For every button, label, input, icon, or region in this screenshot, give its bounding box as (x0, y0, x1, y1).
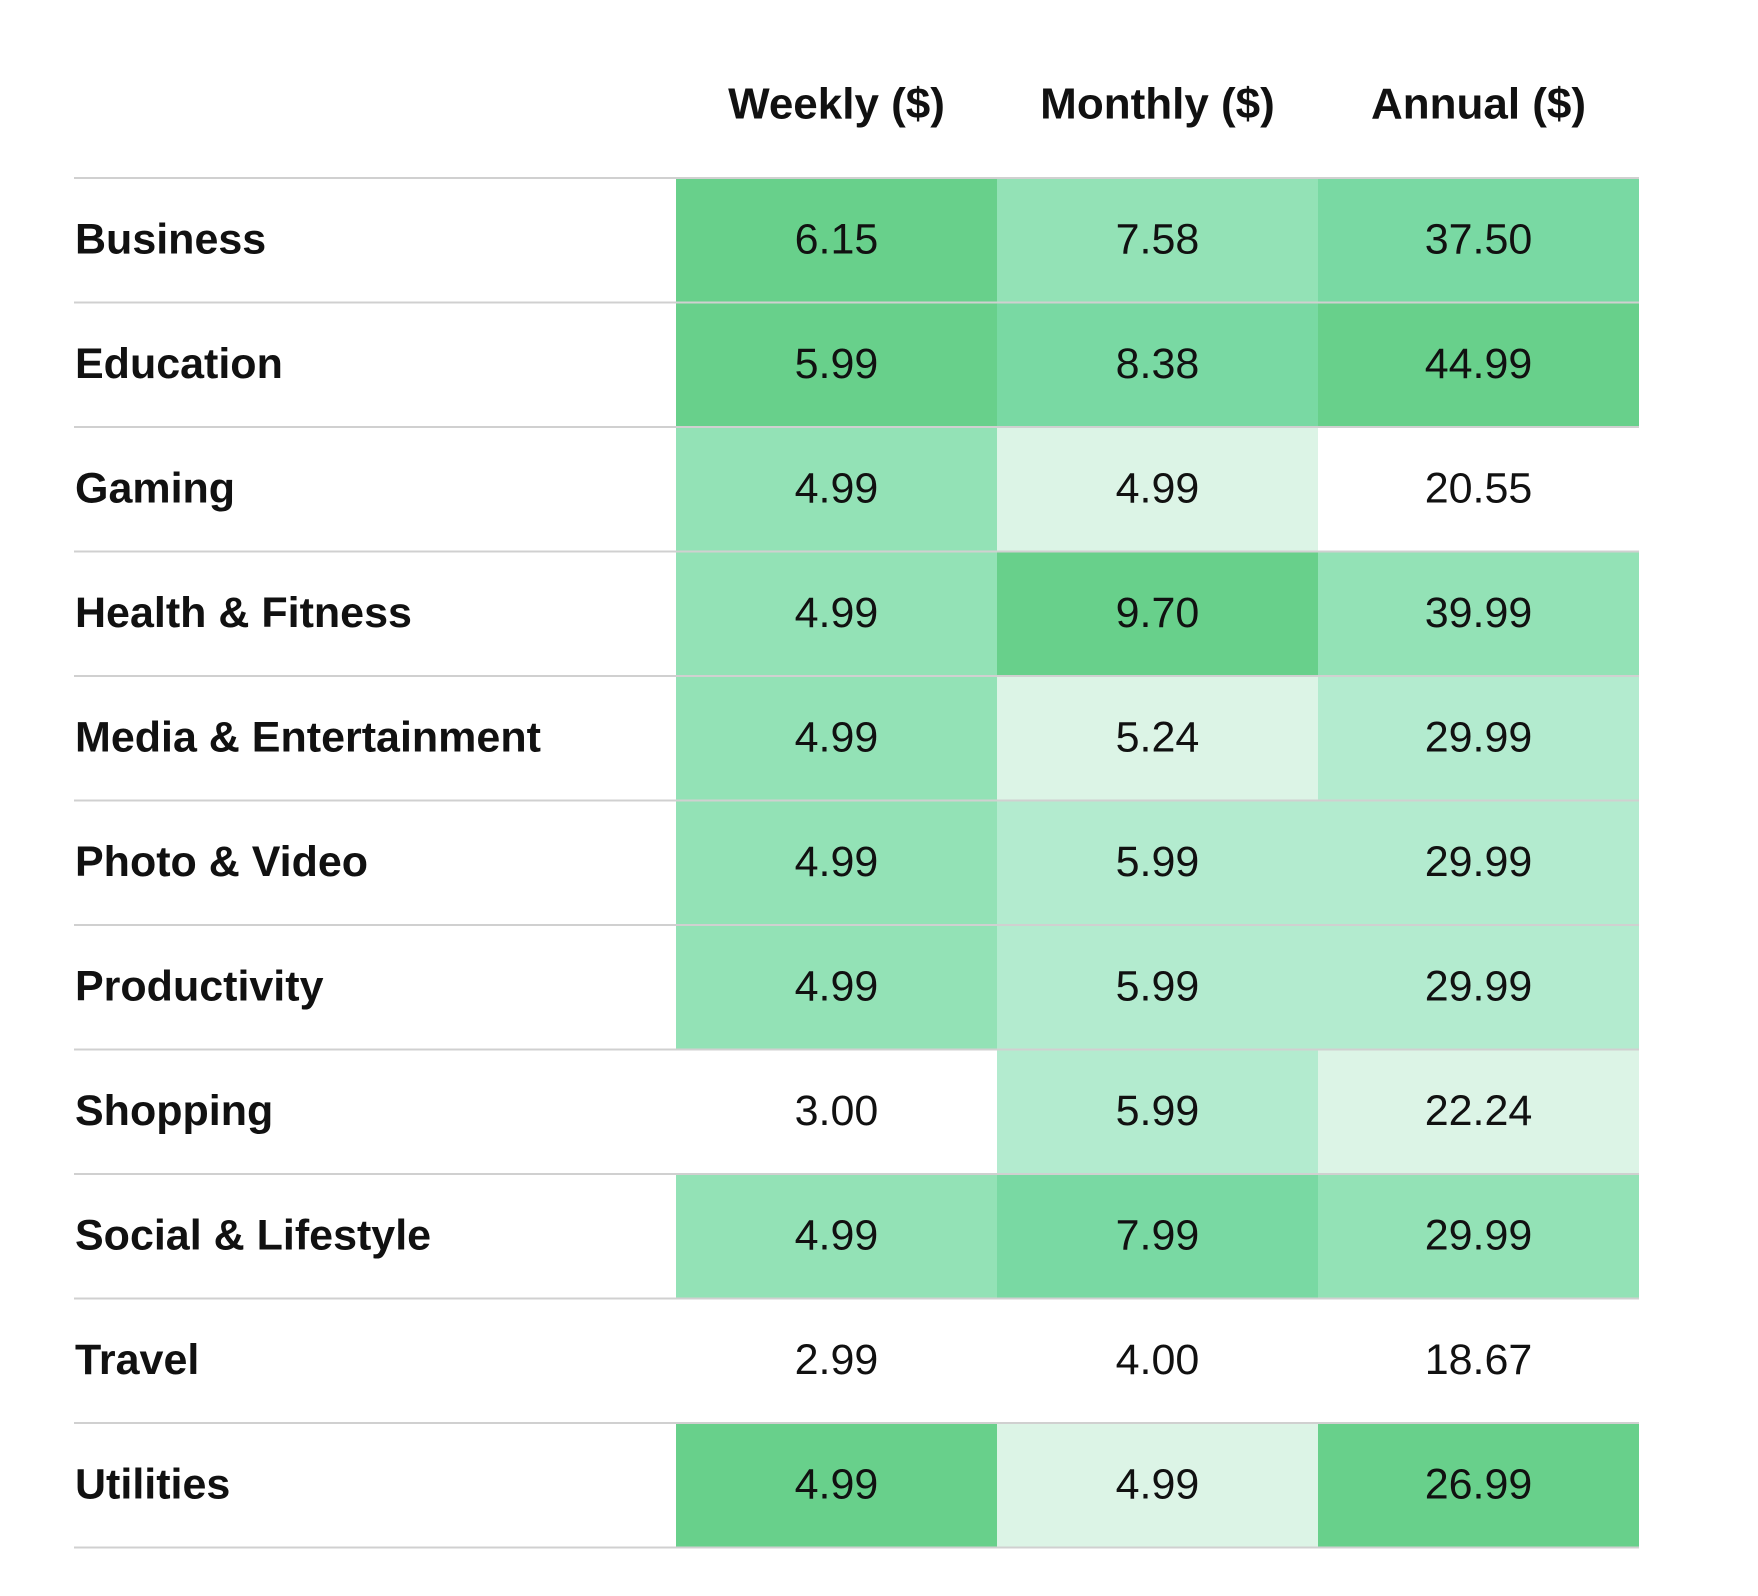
cell-value: 5.99 (1116, 1087, 1200, 1135)
heatmap-cell (997, 925, 1318, 1050)
row-label: Photo & Video (75, 838, 368, 886)
heatmap-cell (997, 676, 1318, 801)
cell-value: 29.99 (1425, 963, 1533, 1011)
column-header: Annual ($) (1371, 80, 1586, 129)
heatmap-cell (1318, 1174, 1639, 1299)
heatmap-cell (997, 178, 1318, 303)
heatmap-cell (676, 925, 997, 1050)
cell-value: 4.99 (795, 714, 879, 762)
column-header: Weekly ($) (728, 80, 945, 129)
cell-value: 44.99 (1425, 340, 1533, 388)
row-label: Health & Fitness (75, 589, 412, 637)
cell-value: 5.24 (1116, 714, 1200, 762)
heatmap-cell (997, 1174, 1318, 1299)
heatmap-cell (997, 427, 1318, 552)
cell-value: 2.99 (795, 1336, 879, 1384)
heatmap-cell (1318, 800, 1639, 925)
row-label: Business (75, 216, 266, 264)
row-label: Social & Lifestyle (75, 1212, 431, 1260)
cell-value: 37.50 (1425, 216, 1533, 264)
cell-value: 4.99 (795, 589, 879, 637)
cell-value: 4.99 (795, 838, 879, 886)
cell-value: 7.58 (1116, 216, 1200, 264)
cell-value: 9.70 (1116, 589, 1200, 637)
cell-value: 20.55 (1425, 465, 1533, 513)
cell-value: 5.99 (1116, 963, 1200, 1011)
row-label: Media & Entertainment (75, 714, 541, 762)
heatmap-cell (676, 302, 997, 427)
cell-value: 39.99 (1425, 589, 1533, 637)
row-label: Travel (75, 1336, 199, 1384)
row-label: Utilities (75, 1461, 230, 1509)
heatmap-cell (676, 1423, 997, 1548)
row-label: Education (75, 340, 283, 388)
cell-value: 4.99 (795, 1461, 879, 1509)
heatmap-cell (676, 1174, 997, 1299)
heatmap-cell (676, 178, 997, 303)
heatmap-cell (997, 1423, 1318, 1548)
cell-value: 4.99 (795, 963, 879, 1011)
labels-layer: Weekly ($) Monthly ($) Annual ($) 6.15 7.58 3… (75, 80, 1586, 1509)
row-label: Shopping (75, 1087, 273, 1135)
cell-value: 26.99 (1425, 1461, 1533, 1509)
heatmap-cell (997, 551, 1318, 676)
heatmap-cell (1318, 925, 1639, 1050)
heatmap-cell (997, 302, 1318, 427)
heatmap-cell (676, 800, 997, 925)
cell-value: 3.00 (795, 1087, 879, 1135)
heatmap-cell (1318, 178, 1639, 303)
cell-value: 18.67 (1425, 1336, 1533, 1384)
column-header: Monthly ($) (1040, 80, 1275, 129)
cell-value: 5.99 (795, 340, 879, 388)
heatmap-cell (676, 427, 997, 552)
heatmap-cell (1318, 1423, 1639, 1548)
cell-value: 4.99 (1116, 465, 1200, 513)
cells-layer (676, 178, 1639, 1548)
heatmap-cell (1318, 1049, 1639, 1174)
cell-value: 29.99 (1425, 714, 1533, 762)
cell-value: 6.15 (795, 216, 879, 264)
heatmap-cell (997, 800, 1318, 925)
heatmap-cell (676, 551, 997, 676)
row-label: Gaming (75, 465, 235, 513)
cell-value: 7.99 (1116, 1212, 1200, 1260)
heatmap-cell (676, 676, 997, 801)
cell-value: 22.24 (1425, 1087, 1533, 1135)
cell-value: 29.99 (1425, 1212, 1533, 1260)
row-dividers (74, 177, 1639, 1549)
heatmap-cell (1318, 551, 1639, 676)
cell-value: 4.99 (1116, 1461, 1200, 1509)
heatmap-cell (1318, 302, 1639, 427)
heatmap-cell (997, 1049, 1318, 1174)
cell-value: 8.38 (1116, 340, 1200, 388)
row-label: Productivity (75, 963, 324, 1011)
cell-value: 5.99 (1116, 838, 1200, 886)
cell-value: 4.00 (1116, 1336, 1200, 1384)
heatmap-cell (1318, 676, 1639, 801)
cell-value: 4.99 (795, 1212, 879, 1260)
cell-value: 4.99 (795, 465, 879, 513)
cell-value: 29.99 (1425, 838, 1533, 886)
